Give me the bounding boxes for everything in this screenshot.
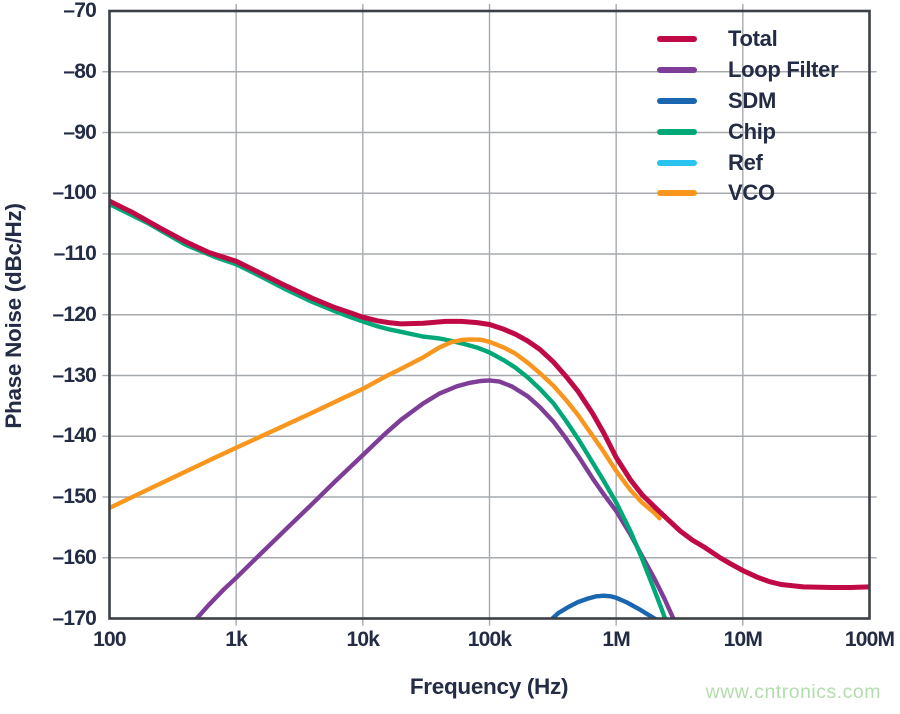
legend-swatch-ref bbox=[657, 159, 697, 166]
y-tick-label: –170 bbox=[52, 606, 96, 630]
legend-label-vco: VCO bbox=[728, 180, 775, 206]
y-tick-label: –120 bbox=[52, 302, 96, 326]
watermark: www.cntronics.com bbox=[705, 681, 881, 703]
legend-swatch-sdm bbox=[657, 97, 697, 104]
legend-label-sdm: SDM bbox=[728, 87, 776, 113]
y-tick-label: –150 bbox=[52, 485, 96, 508]
y-tick-label: –70 bbox=[63, 0, 96, 22]
x-tick-label: 100 bbox=[93, 628, 126, 651]
y-tick-label: –130 bbox=[52, 363, 96, 387]
legend-swatch-vco bbox=[657, 190, 697, 197]
x-tick-label: 100M bbox=[844, 628, 895, 651]
legend-item-vco: VCO bbox=[657, 178, 838, 209]
y-tick-label: –100 bbox=[52, 181, 96, 205]
legend-swatch-chip bbox=[657, 128, 697, 135]
x-tick-label: 1k bbox=[225, 628, 248, 651]
y-axis-title: Phase Noise (dBc/Hz) bbox=[1, 203, 26, 429]
y-tick-label: –110 bbox=[53, 242, 97, 265]
legend: Total Loop Filter SDM Chip Ref VCO bbox=[657, 24, 839, 209]
legend-label-total: Total bbox=[728, 26, 778, 52]
x-tick-label: 10k bbox=[346, 628, 380, 651]
series-line-vco bbox=[109, 337, 662, 521]
y-tick-label: –160 bbox=[52, 545, 96, 569]
legend-label-chip: Chip bbox=[728, 118, 776, 144]
y-tick-label: –90 bbox=[63, 120, 96, 144]
legend-swatch-loop-filter bbox=[657, 67, 697, 74]
legend-item-sdm: SDM bbox=[657, 86, 838, 117]
legend-item-ref: Ref bbox=[657, 147, 838, 178]
series-line-chip bbox=[109, 202, 668, 619]
legend-item-loop-filter: Loop Filter bbox=[657, 55, 839, 86]
legend-item-total: Total bbox=[657, 24, 838, 55]
legend-label-ref: Ref bbox=[728, 149, 763, 175]
legend-item-chip: Chip bbox=[657, 116, 838, 147]
series-line-loop-filter bbox=[193, 378, 676, 619]
plot-border bbox=[108, 9, 871, 620]
x-tick-label: 1M bbox=[602, 628, 630, 651]
y-tick-label: –140 bbox=[52, 424, 96, 448]
legend-label-loop-filter: Loop Filter bbox=[728, 57, 839, 83]
x-axis-title: Frequency (Hz) bbox=[409, 674, 569, 699]
series-line-sdm bbox=[549, 593, 659, 619]
x-tick-label: 100k bbox=[467, 628, 512, 651]
x-tick-label: 10M bbox=[723, 628, 763, 651]
y-tick-label: –80 bbox=[63, 59, 96, 83]
legend-swatch-total bbox=[657, 36, 697, 43]
series-line-total bbox=[109, 198, 870, 590]
